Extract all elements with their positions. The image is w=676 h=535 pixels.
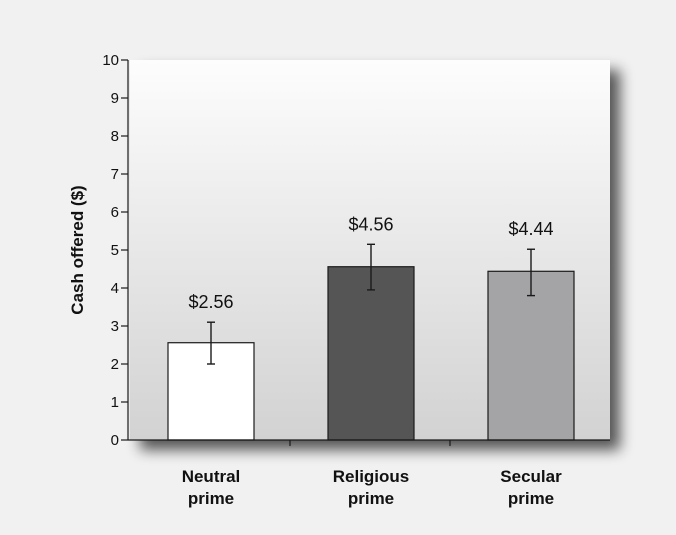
axes-layer bbox=[121, 59, 610, 446]
bar-2 bbox=[487, 270, 575, 441]
error-bars-layer bbox=[207, 243, 535, 365]
y-tick-label-5: 5 bbox=[111, 242, 119, 259]
y-tick-label-9: 9 bbox=[111, 90, 119, 107]
y-tick-label-8: 8 bbox=[111, 128, 119, 145]
y-tick-label-1: 1 bbox=[111, 394, 119, 411]
error-bar-0 bbox=[207, 321, 215, 365]
y-tick-label-3: 3 bbox=[111, 318, 119, 335]
category-label-2-line1: Secular bbox=[500, 467, 562, 486]
category-label-0-line1: Neutral bbox=[182, 467, 241, 486]
category-label-1-line2: prime bbox=[348, 489, 394, 508]
category-label-2-line2: prime bbox=[508, 489, 554, 508]
y-tick-label-7: 7 bbox=[111, 166, 119, 183]
bars-layer bbox=[167, 266, 575, 441]
y-tick-label-0: 0 bbox=[111, 432, 119, 449]
category-label-0-line2: prime bbox=[188, 489, 234, 508]
error-bar-1 bbox=[367, 243, 375, 291]
value-label-0: $2.56 bbox=[188, 292, 233, 312]
value-label-1: $4.56 bbox=[348, 214, 393, 234]
error-bar-2 bbox=[527, 248, 535, 297]
y-tick-label-4: 4 bbox=[111, 280, 119, 297]
y-tick-label-10: 10 bbox=[102, 52, 119, 69]
y-tick-label-2: 2 bbox=[111, 356, 119, 373]
y-axis-title: Cash offered ($) bbox=[68, 185, 87, 314]
labels-layer: $2.56 Neutral prime $4.56 Religious prime $4.4… bbox=[102, 52, 562, 508]
y-tick-label-6: 6 bbox=[111, 204, 119, 221]
category-label-1-line1: Religious bbox=[333, 467, 410, 486]
value-label-2: $4.44 bbox=[508, 219, 553, 239]
bar-1 bbox=[327, 266, 415, 441]
